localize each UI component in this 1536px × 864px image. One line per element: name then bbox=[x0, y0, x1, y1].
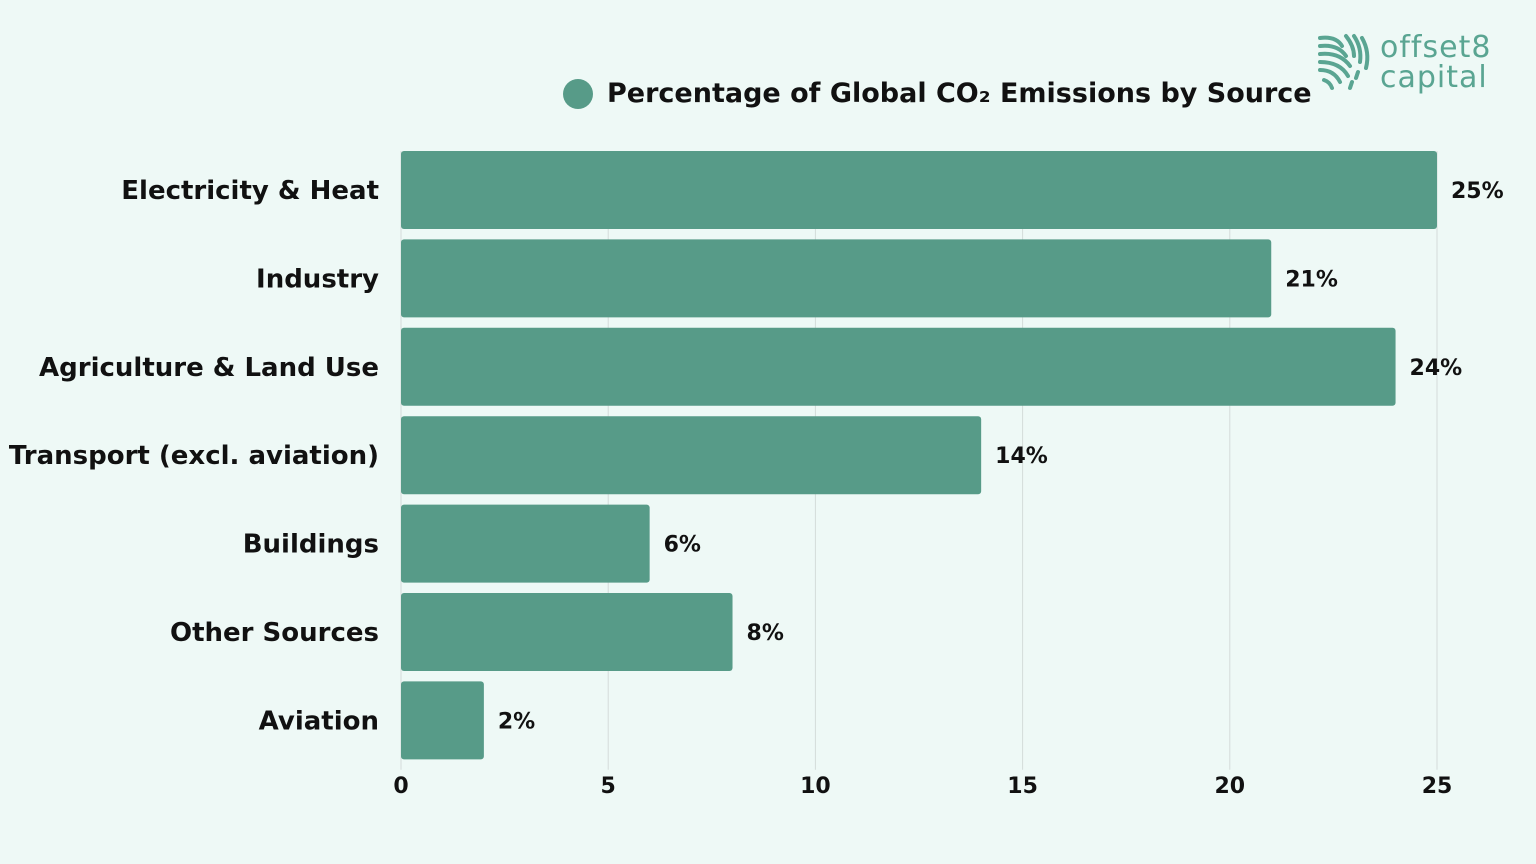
data-label: 24% bbox=[1410, 356, 1463, 381]
fingerprint-waves-icon bbox=[1318, 34, 1370, 90]
x-tick-label: 15 bbox=[1007, 774, 1038, 799]
category-label: Aviation bbox=[259, 706, 379, 736]
data-label: 14% bbox=[995, 444, 1048, 469]
bar bbox=[401, 327, 1396, 406]
data-label: 21% bbox=[1285, 267, 1338, 292]
category-label: Buildings bbox=[243, 530, 379, 560]
category-label: Other Sources bbox=[170, 618, 379, 648]
bar bbox=[401, 151, 1437, 229]
data-label: 25% bbox=[1451, 179, 1504, 204]
data-label: 2% bbox=[498, 709, 535, 734]
bar bbox=[401, 416, 982, 495]
legend-swatch bbox=[563, 78, 593, 109]
bar bbox=[401, 593, 733, 671]
bar bbox=[401, 681, 484, 760]
category-label: Agriculture & Land Use bbox=[39, 353, 379, 383]
x-tick-label: 0 bbox=[393, 774, 408, 799]
x-tick-label: 10 bbox=[800, 774, 831, 799]
data-label: 6% bbox=[664, 533, 701, 558]
category-label: Industry bbox=[256, 264, 379, 294]
x-tick-label: 5 bbox=[601, 774, 616, 799]
bar bbox=[401, 504, 650, 583]
x-tick-label: 25 bbox=[1422, 774, 1453, 799]
bar bbox=[401, 239, 1272, 318]
legend: Percentage of Global CO₂ Emissions by So… bbox=[563, 78, 1312, 109]
category-label: Transport (excl. aviation) bbox=[9, 441, 379, 471]
logo: offset8 capital bbox=[1316, 32, 1491, 94]
data-label: 8% bbox=[747, 621, 784, 646]
x-tick-label: 20 bbox=[1214, 774, 1245, 799]
legend-label: Percentage of Global CO₂ Emissions by So… bbox=[607, 78, 1312, 109]
logo-wordmark: offset8 capital bbox=[1380, 30, 1492, 95]
category-label: Electricity & Heat bbox=[121, 176, 379, 206]
